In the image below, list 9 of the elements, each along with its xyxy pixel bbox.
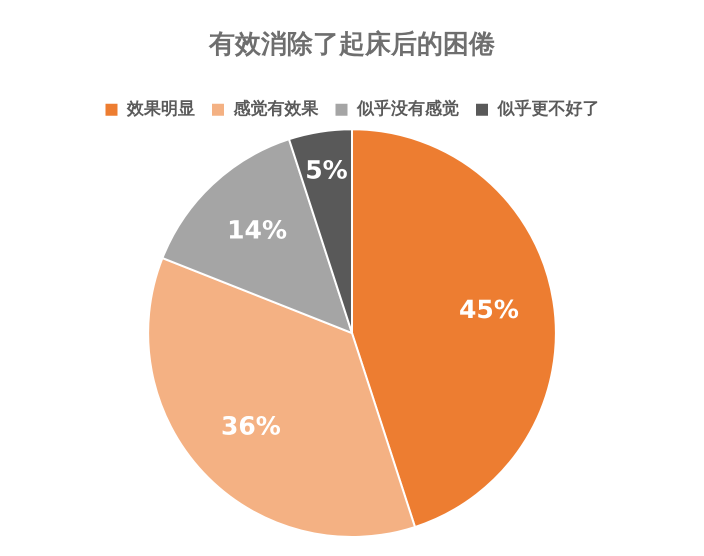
legend-label: 效果明显 <box>126 99 195 120</box>
legend-label: 似乎没有感觉 <box>356 99 459 120</box>
chart-title: 有效消除了起床后的困倦 <box>208 29 496 60</box>
data-label: 45% <box>459 294 519 324</box>
legend-label: 似乎更不好了 <box>496 99 600 120</box>
data-label: 36% <box>221 412 281 441</box>
legend-label: 感觉有效果 <box>232 99 320 120</box>
data-label: 14% <box>227 216 288 245</box>
data-label: 5% <box>305 155 348 184</box>
